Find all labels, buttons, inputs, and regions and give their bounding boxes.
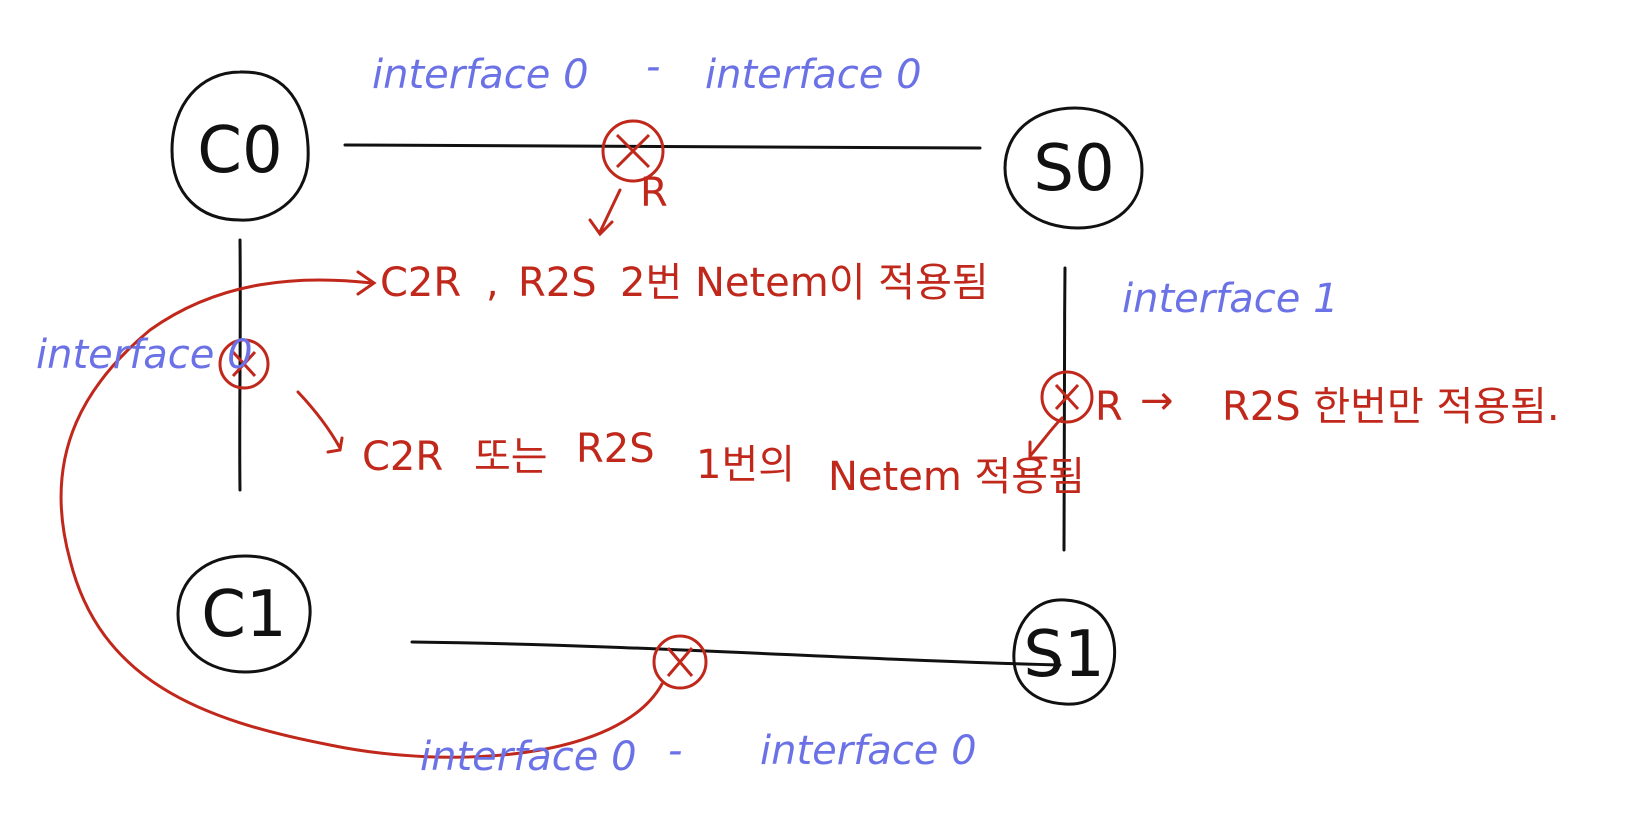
router-mark-top: R [640,170,668,216]
note-middle-b: 또는 [474,434,548,480]
link-c0-c1 [238,238,242,492]
interface-label-top-right: interface 0 [705,52,922,98]
note-top-suffix: 2번 Netem이 적용됨 [620,260,989,306]
netem-mark-left [218,338,270,390]
node-s1-circle [1012,598,1117,706]
arrow-left-to-middle-note [296,390,344,454]
link-c0-s0 [343,143,982,150]
link-c1-s1 [410,640,1062,667]
node-s0-label: S0 [1033,132,1114,206]
node-c0: C0 [170,70,310,222]
router-mark-right: R [1095,384,1123,430]
note-top-prefix: C2R [380,260,461,306]
netem-mark-bottom [652,634,708,690]
interface-label-bottom-left: interface 0 [420,734,637,780]
note-top-comma: , [486,260,499,306]
interface-label-left: interface 0 [36,332,253,378]
note-right-text: R2S 한번만 적용됨. [1222,384,1560,430]
note-middle-e: Netem 적용됨 [828,454,1085,500]
node-c1-circle [176,554,312,674]
arrow-right-to-middle-note [1028,416,1064,460]
node-s0: S0 [1003,106,1144,230]
node-s1: S1 [1012,598,1117,706]
note-right-arrow: → [1140,378,1174,424]
node-c1-label: C1 [201,578,286,652]
netem-mark-top [601,119,665,183]
node-s0-circle [1003,106,1144,230]
note-middle-c: R2S [576,426,655,472]
link-s0-s1 [1062,266,1067,552]
node-c0-label: C0 [197,114,282,188]
note-middle-d: 1번의 [696,442,795,488]
interface-dash-bottom: - [668,728,682,774]
interface-label-bottom-right: interface 0 [760,728,977,774]
node-s1-label: S1 [1023,618,1104,692]
interface-dash-top: - [646,44,660,90]
note-top-middle: R2S [518,260,597,306]
interface-label-top-left: interface 0 [372,52,589,98]
netem-mark-right [1040,370,1094,424]
interface-label-right: interface 1 [1122,276,1339,322]
node-c0-circle [170,70,310,222]
node-c1: C1 [176,554,312,674]
note-middle-a: C2R [362,434,443,480]
curve-bottom-to-top-note [59,270,664,759]
arrow-top-down [588,188,622,237]
